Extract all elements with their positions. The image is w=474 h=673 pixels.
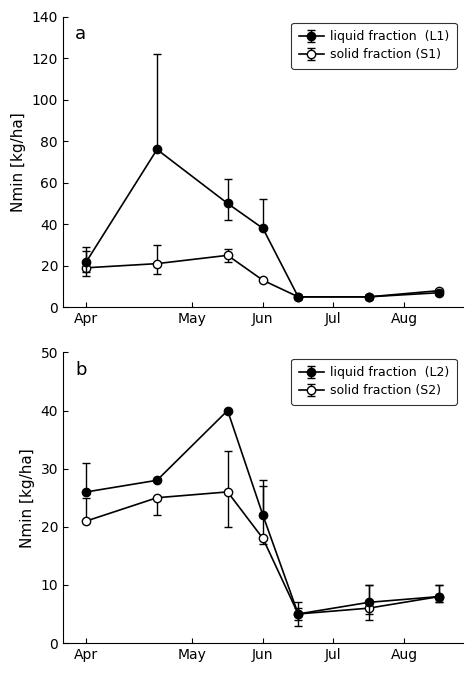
Legend: liquid fraction  (L2), solid fraction (S2): liquid fraction (L2), solid fraction (S2… bbox=[291, 359, 456, 404]
Legend: liquid fraction  (L1), solid fraction (S1): liquid fraction (L1), solid fraction (S1… bbox=[291, 23, 456, 69]
Text: a: a bbox=[75, 26, 86, 43]
Y-axis label: Nmin [kg/ha]: Nmin [kg/ha] bbox=[20, 448, 35, 548]
Text: b: b bbox=[75, 361, 86, 379]
Y-axis label: Nmin [kg/ha]: Nmin [kg/ha] bbox=[11, 112, 26, 212]
